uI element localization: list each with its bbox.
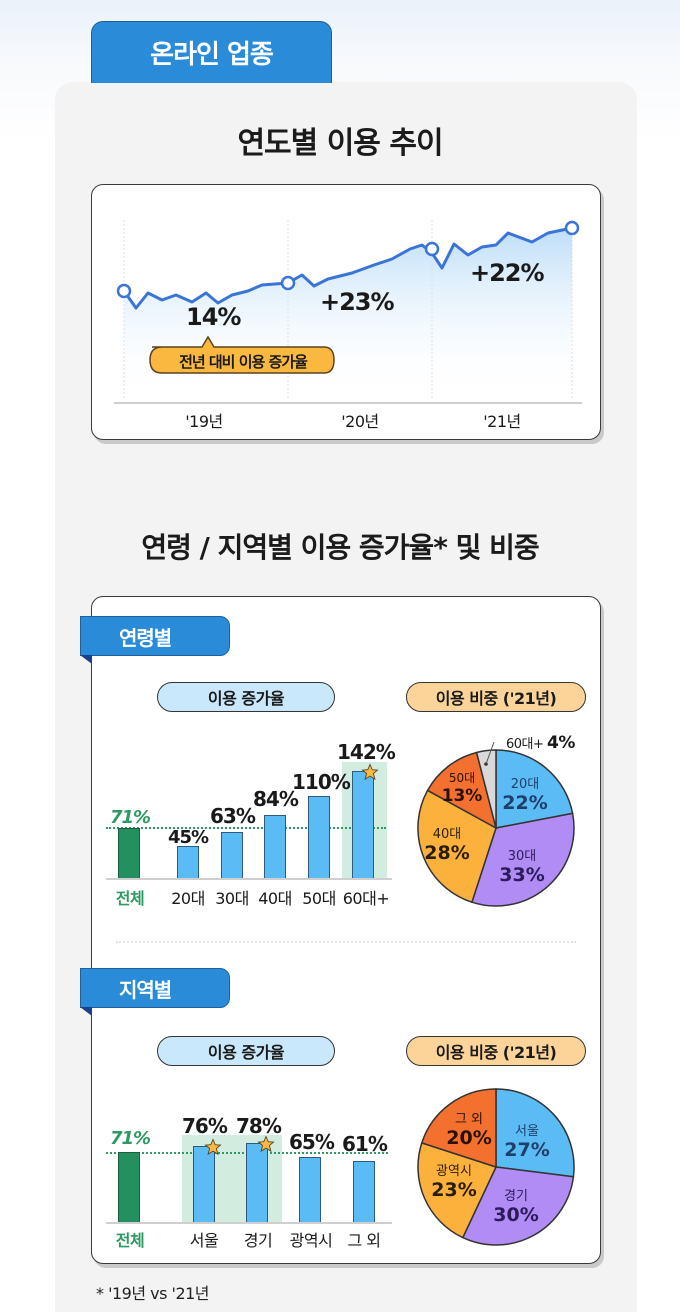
value-gyeonggi: 78%: [236, 1114, 282, 1138]
bar-20s: [177, 846, 199, 878]
label-40s: 40대: [258, 889, 292, 908]
value-metro: 65%: [289, 1130, 335, 1154]
label-total: 전체: [115, 889, 145, 908]
footnote: * '19년 vs '21년: [96, 1284, 210, 1303]
section-divider: [116, 941, 576, 943]
pill-age-share: 이용 비중 ('21년): [406, 682, 586, 712]
age-share-pie-chart: [417, 741, 575, 907]
bar-total: [118, 1152, 140, 1222]
bar-seoul: [193, 1146, 215, 1222]
label-gyeonggi: 경기: [243, 1231, 273, 1250]
bar-30s: [221, 832, 243, 878]
growth-label-2021: +22%: [470, 259, 545, 287]
x-label-2021: '21년: [483, 412, 521, 431]
label-metro: 광역시: [289, 1231, 333, 1250]
label-50s: 50대: [302, 889, 336, 908]
category-tab-online[interactable]: 온라인 업종: [91, 21, 332, 83]
region-share-pie-chart: [417, 1088, 575, 1246]
star-icon: [257, 1135, 275, 1153]
label-60plus: 60대+: [342, 889, 390, 908]
growth-label-2020: +23%: [320, 288, 395, 316]
growth-label-2019: 14%: [186, 303, 241, 331]
star-icon: [361, 763, 379, 781]
pie-label-20s: 20대 22%: [502, 777, 548, 814]
label-20s: 20대: [171, 889, 205, 908]
label-total: 전체: [115, 1231, 145, 1250]
bar-gyeonggi: [246, 1143, 268, 1222]
yearly-trend-line-chart: [114, 220, 582, 404]
data-point-marker: [280, 275, 296, 291]
pill-region-share: 이용 비중 ('21년): [406, 1036, 586, 1066]
value-seoul: 76%: [182, 1114, 228, 1138]
callout-yoy-growth: 전년 대비 이용 증가율: [179, 353, 308, 371]
ribbon-region: 지역별: [80, 968, 230, 1016]
star-icon: [204, 1138, 222, 1156]
value-20s: 45%: [168, 827, 209, 848]
value-total: 71%: [109, 807, 151, 828]
value-total: 71%: [109, 1128, 151, 1149]
pill-age-growth: 이용 증가율: [157, 682, 335, 712]
pie-label-others: 그 외 20%: [446, 1112, 492, 1149]
value-60plus: 142%: [337, 740, 396, 764]
baseline: [106, 1222, 392, 1224]
section-title-age-region: 연령 / 지역별 이용 증가율* 및 비중: [141, 531, 539, 564]
pill-region-growth: 이용 증가율: [157, 1036, 335, 1066]
reference-line-total: [106, 827, 386, 829]
bar-60plus: [352, 771, 374, 878]
section-title-yearly-trend: 연도별 이용 추이: [237, 126, 443, 161]
x-label-2020: '20년: [341, 412, 379, 431]
bar-others: [353, 1161, 375, 1222]
x-label-2019: '19년: [185, 412, 223, 431]
pie-label-gyeonggi: 경기 30%: [493, 1189, 539, 1226]
bar-50s: [308, 796, 330, 878]
bar-metro: [299, 1157, 321, 1222]
bar-total: [118, 828, 140, 878]
value-others: 61%: [342, 1132, 388, 1156]
baseline: [106, 878, 392, 880]
label-seoul: 서울: [189, 1231, 219, 1250]
value-30s: 63%: [210, 804, 256, 828]
value-40s: 84%: [253, 787, 299, 811]
pie-label-30s: 30대 33%: [499, 849, 545, 886]
value-50s: 110%: [292, 770, 351, 794]
data-point-marker: [424, 241, 440, 257]
label-30s: 30대: [215, 889, 249, 908]
data-point-marker: [564, 220, 580, 236]
pie-label-60plus: 60대+ 4%: [506, 733, 575, 753]
bar-40s: [264, 815, 286, 878]
pie-label-40s: 40대 28%: [424, 827, 470, 864]
label-others: 그 외: [347, 1231, 381, 1250]
ribbon-age: 연령별: [80, 616, 230, 664]
data-point-marker: [116, 283, 132, 299]
pie-label-seoul: 서울 27%: [504, 1124, 550, 1161]
pie-label-metro: 광역시 23%: [431, 1164, 477, 1201]
pie-label-50s: 50대 13%: [441, 771, 483, 806]
yearly-trend-chart-card: 14% +23% +22% 전년 대비 이용 증가율 '19년 '20년 '21…: [91, 184, 601, 440]
